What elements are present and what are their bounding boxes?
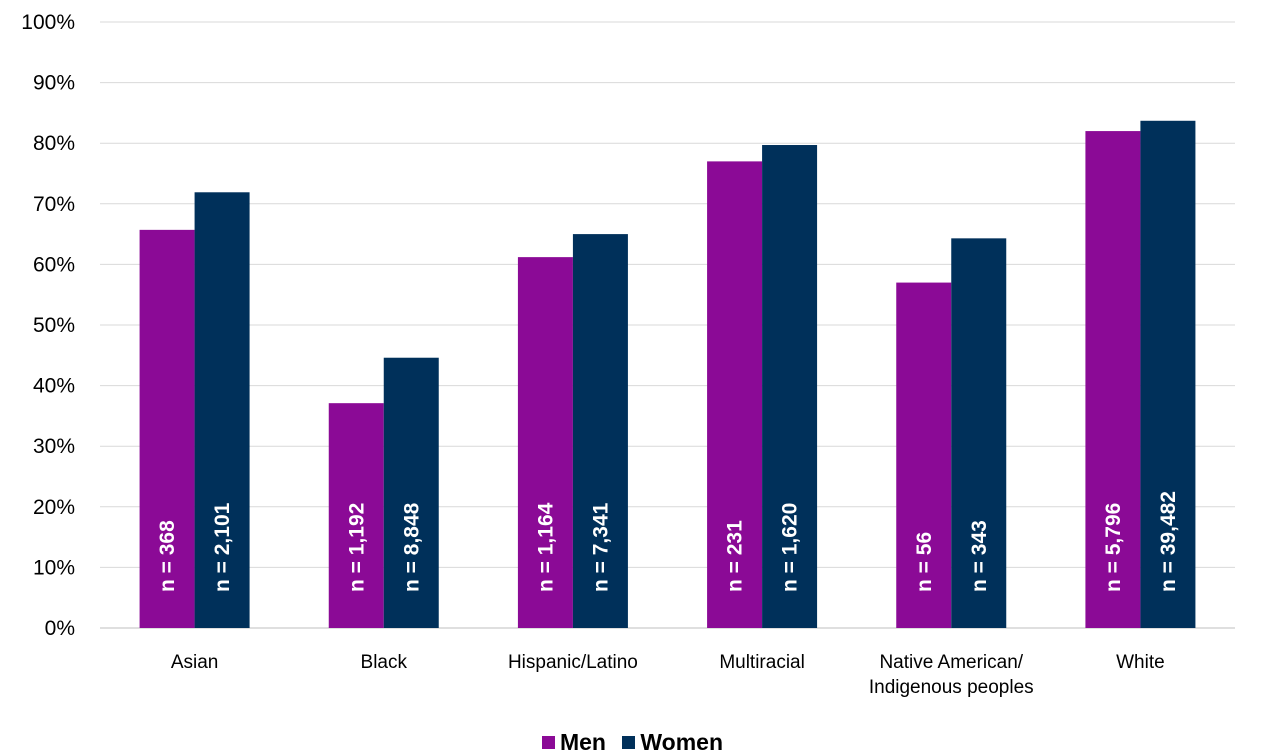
bar-women (1140, 120, 1196, 628)
y-tick-label: 0% (45, 617, 75, 640)
x-tick-label-line: White (1116, 652, 1165, 673)
x-tick-label: White (1116, 652, 1165, 673)
bar-men (896, 282, 952, 628)
x-tick-label-line: Native American/ (879, 652, 1023, 673)
bar-men (1085, 131, 1141, 628)
legend-item-women: Women (622, 729, 723, 756)
legend: Men Women (0, 729, 1265, 756)
bars: n = 368 n = 2,101 n = 1,192 n = 8,848 n = 1,… (139, 120, 1196, 629)
x-tick-label: Black (361, 652, 408, 673)
y-tick-label: 10% (33, 556, 75, 579)
y-tick-label: 60% (33, 253, 75, 276)
bar-men (517, 257, 573, 628)
data-label: n = 1,164 (534, 502, 557, 592)
data-label: n = 368 (156, 520, 179, 592)
x-axis-labels: Asian Black Hispanic/Latino Multiracial Nati… (171, 652, 1165, 698)
bar-women (383, 357, 439, 628)
legend-label-men: Men (559, 729, 606, 755)
bar-women (951, 238, 1007, 629)
data-label: n = 8,848 (400, 502, 423, 592)
data-label: n = 39,482 (1157, 491, 1180, 592)
data-label: n = 7,341 (589, 502, 612, 592)
legend-swatch-men (541, 736, 555, 749)
data-label: n = 1,192 (345, 503, 368, 592)
x-tick-label-line: Asian (171, 652, 219, 673)
y-tick-label: 80% (33, 132, 75, 155)
x-tick-label-line: Indigenous peoples (869, 677, 1034, 698)
y-tick-label: 30% (33, 435, 75, 458)
y-axis-ticks: 0% 10% 20% 30% 40% 50% 60% 70% 80% 90% 100% (21, 11, 75, 640)
x-tick-label-line: Hispanic/Latino (508, 652, 638, 673)
data-label: n = 2,101 (211, 502, 234, 592)
data-label: n = 231 (724, 520, 747, 592)
legend-item-men: Men (541, 729, 606, 756)
bar-women (194, 192, 250, 628)
y-tick-label: 90% (33, 72, 75, 95)
x-tick-label: Asian (171, 652, 219, 673)
x-tick-label: Multiracial (719, 652, 805, 673)
data-label: n = 56 (913, 532, 936, 592)
y-tick-label: 20% (33, 496, 75, 519)
y-tick-label: 70% (33, 193, 75, 216)
y-tick-label: 40% (33, 375, 75, 398)
bar-men (707, 161, 763, 628)
data-label: n = 1,620 (779, 503, 802, 592)
x-tick-label-line: Black (361, 652, 408, 673)
legend-swatch-women (622, 736, 636, 749)
y-tick-label: 100% (21, 11, 75, 34)
x-tick-label: Hispanic/Latino (508, 652, 638, 673)
bar-women (762, 145, 818, 628)
bar-men (139, 229, 195, 628)
gridlines (100, 21, 1235, 629)
bar-women (572, 234, 628, 628)
x-tick-label-line: Multiracial (719, 652, 805, 673)
x-tick-label: Native American/Indigenous peoples (869, 652, 1034, 698)
data-label: n = 5,796 (1102, 503, 1125, 592)
y-tick-label: 50% (33, 314, 75, 337)
bar-men (328, 403, 384, 628)
data-label: n = 343 (968, 520, 991, 592)
legend-label-women: Women (640, 729, 724, 755)
